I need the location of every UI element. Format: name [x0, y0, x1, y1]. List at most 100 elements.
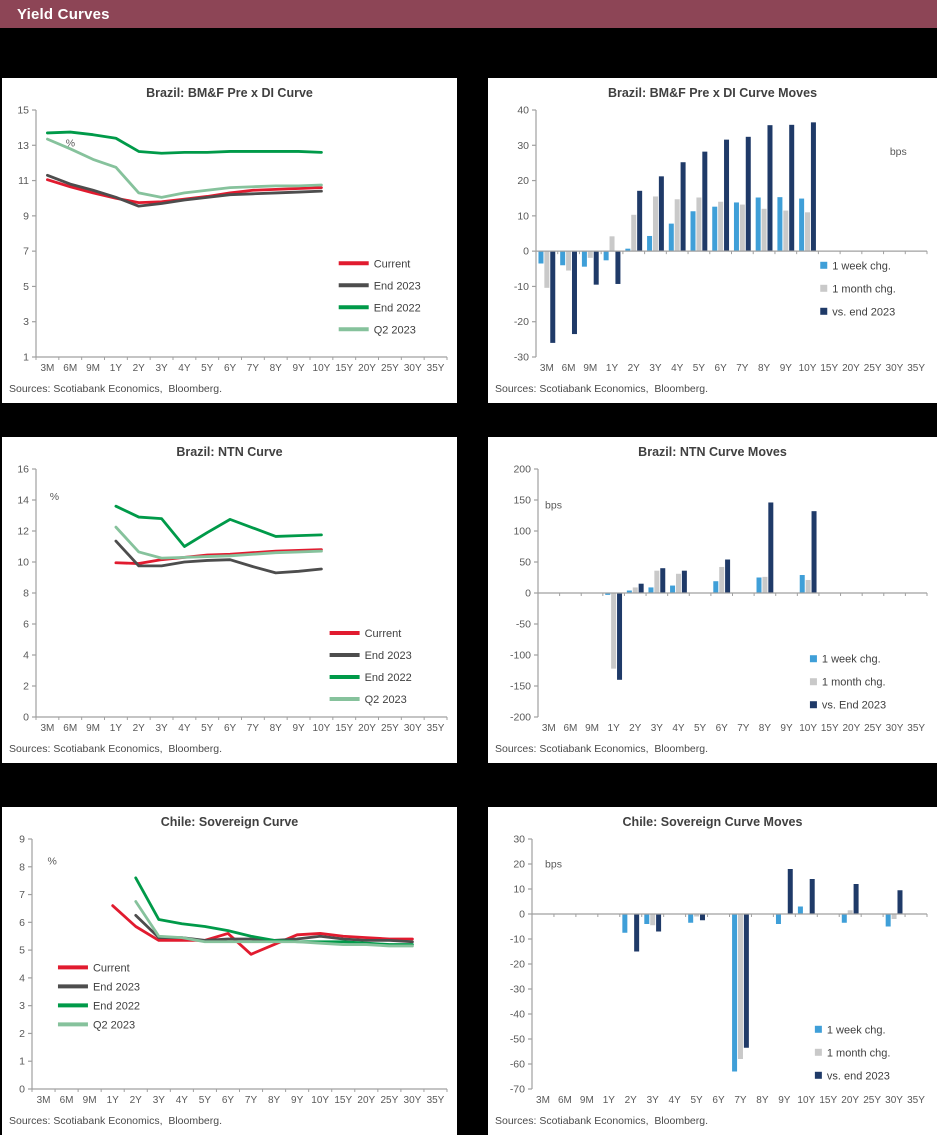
- bar: [809, 879, 815, 914]
- bar: [743, 914, 749, 1048]
- svg-text:0: 0: [523, 246, 529, 258]
- chart-panel-bmf-curve: Brazil: BM&F Pre x DI Curve 1 3 5 7 9 11 13 15 3…: [2, 78, 457, 403]
- svg-text:9M: 9M: [86, 363, 100, 374]
- svg-text:3: 3: [23, 316, 29, 328]
- svg-text:30Y: 30Y: [886, 363, 904, 374]
- bar-series-0: [538, 197, 805, 267]
- bar: [654, 570, 660, 593]
- svg-text:2: 2: [19, 1028, 25, 1040]
- svg-text:-30: -30: [510, 984, 525, 996]
- bar: [787, 869, 793, 914]
- svg-text:9Y: 9Y: [778, 1095, 791, 1106]
- bar: [712, 206, 718, 252]
- svg-text:8Y: 8Y: [270, 363, 283, 374]
- svg-text:6Y: 6Y: [224, 363, 237, 374]
- svg-text:150: 150: [513, 495, 531, 507]
- svg-text:9M: 9M: [580, 1095, 594, 1106]
- bar: [681, 570, 687, 593]
- bar: [805, 579, 811, 593]
- legend: 1 week chg. 1 month chg. vs. end 2023: [820, 260, 896, 318]
- svg-text:3Y: 3Y: [651, 723, 664, 734]
- bar: [724, 139, 730, 252]
- chart-panel-chile-moves: Chile: Sovereign Curve Moves -70 -60 -50 -4…: [488, 807, 937, 1135]
- svg-text:2Y: 2Y: [629, 723, 642, 734]
- svg-text:30Y: 30Y: [404, 363, 422, 374]
- svg-text:Q2 2023: Q2 2023: [374, 324, 416, 336]
- svg-text:6M: 6M: [563, 723, 577, 734]
- bar: [680, 162, 686, 252]
- svg-text:3Y: 3Y: [647, 1095, 660, 1106]
- chart-panel-ntn-moves: Brazil: NTN Curve Moves -200 -150 -100 -50 0…: [488, 437, 937, 763]
- chart-canvas-bmf-moves: -30 -20 -10 0 10 20 30 40 3M 6M 9M 1Y 2Y 3Y 4Y 5Y 6Y 7Y 8Y…: [514, 105, 928, 374]
- bar: [756, 577, 762, 593]
- svg-text:10Y: 10Y: [313, 363, 331, 374]
- svg-text:0: 0: [519, 909, 525, 921]
- svg-text:25Y: 25Y: [381, 723, 399, 734]
- page-title: Yield Curves: [17, 5, 110, 23]
- svg-text:5Y: 5Y: [693, 363, 706, 374]
- svg-text:6: 6: [23, 619, 29, 631]
- bar: [550, 251, 556, 343]
- svg-text:7Y: 7Y: [245, 1095, 258, 1106]
- bar: [670, 585, 676, 593]
- svg-text:8Y: 8Y: [756, 1095, 769, 1106]
- svg-text:35Y: 35Y: [907, 1095, 925, 1106]
- bar: [694, 914, 700, 917]
- svg-text:5Y: 5Y: [201, 723, 214, 734]
- svg-text:15Y: 15Y: [821, 723, 839, 734]
- svg-text:vs. end 2023: vs. end 2023: [832, 306, 895, 318]
- chart-canvas-ntn-curve: 0 2 4 6 8 10 12 14 16 3M 6M 9M 1Y 2Y 3Y 4Y 5Y 6Y 7Y 8Y 9Y 10Y…: [17, 464, 448, 734]
- chart-canvas-chile-curve: 0 1 2 3 4 5 6 7 8 9 3M 6M 9M 1Y 2Y 3Y 4Y 5Y 6Y 7Y 8Y 9Y 10Y 15Y…: [19, 834, 448, 1106]
- svg-text:6M: 6M: [558, 1095, 572, 1106]
- bar: [891, 914, 897, 919]
- bar: [789, 124, 795, 252]
- svg-text:4Y: 4Y: [671, 363, 684, 374]
- bar: [762, 576, 768, 593]
- svg-text:8Y: 8Y: [270, 723, 283, 734]
- bar: [885, 914, 891, 927]
- chart-sources: Sources: Scotiabank Economics, Bloomberg…: [9, 383, 223, 395]
- bar-series-1: [544, 196, 811, 288]
- bar: [699, 914, 705, 921]
- svg-text:-10: -10: [514, 281, 529, 293]
- chart-title: Brazil: NTN Curve: [176, 445, 283, 459]
- svg-text:1 month chg.: 1 month chg.: [827, 1047, 891, 1059]
- bar-series-1: [650, 910, 897, 1059]
- svg-text:15Y: 15Y: [335, 723, 353, 734]
- svg-text:1Y: 1Y: [603, 1095, 616, 1106]
- svg-text:1 week chg.: 1 week chg.: [822, 654, 881, 666]
- chart-sources: Sources: Scotiabank Economics, Bloomberg…: [495, 383, 709, 395]
- bar: [777, 197, 783, 252]
- bar: [799, 198, 805, 252]
- svg-text:1Y: 1Y: [606, 363, 619, 374]
- svg-text:-40: -40: [510, 1009, 525, 1021]
- svg-text:25Y: 25Y: [381, 363, 399, 374]
- svg-text:8: 8: [23, 588, 29, 600]
- svg-text:-200: -200: [510, 712, 531, 724]
- unit-label: bps: [545, 858, 562, 870]
- axes: 0 2 4 6 8 10 12 14 16 3M 6M 9M 1Y 2Y 3Y 4Y 5Y 6Y 7Y 8Y 9Y 10Y…: [17, 464, 448, 734]
- axes: -70 -60 -50 -40 -30 -20 -10 0 10 20 30 3M 6M 9M 1Y 2Y 3Y…: [510, 834, 928, 1106]
- bar: [593, 251, 599, 285]
- svg-text:9Y: 9Y: [291, 1095, 304, 1106]
- bar-series-2: [634, 869, 903, 1048]
- chart-panel-chile-curve: Chile: Sovereign Curve 0 1 2 3 4 5 6 7 8 9 3M 6M 9M 1…: [2, 807, 457, 1135]
- bar: [637, 190, 643, 252]
- chart-title: Chile: Sovereign Curve Moves: [622, 815, 803, 829]
- svg-text:15Y: 15Y: [820, 363, 838, 374]
- svg-text:3M: 3M: [37, 1095, 51, 1106]
- svg-text:4: 4: [19, 972, 25, 984]
- svg-text:15Y: 15Y: [819, 1095, 837, 1106]
- svg-text:-60: -60: [510, 1059, 525, 1071]
- line-series-2: [114, 504, 323, 548]
- bar: [638, 583, 644, 593]
- svg-text:6: 6: [19, 917, 25, 929]
- svg-text:-70: -70: [510, 1084, 525, 1096]
- svg-text:3M: 3M: [536, 1095, 550, 1106]
- line-series-0: [114, 548, 323, 565]
- svg-text:8Y: 8Y: [758, 363, 771, 374]
- bar: [652, 196, 658, 252]
- svg-text:9: 9: [23, 210, 29, 222]
- svg-text:-150: -150: [510, 681, 531, 693]
- svg-text:20Y: 20Y: [842, 363, 860, 374]
